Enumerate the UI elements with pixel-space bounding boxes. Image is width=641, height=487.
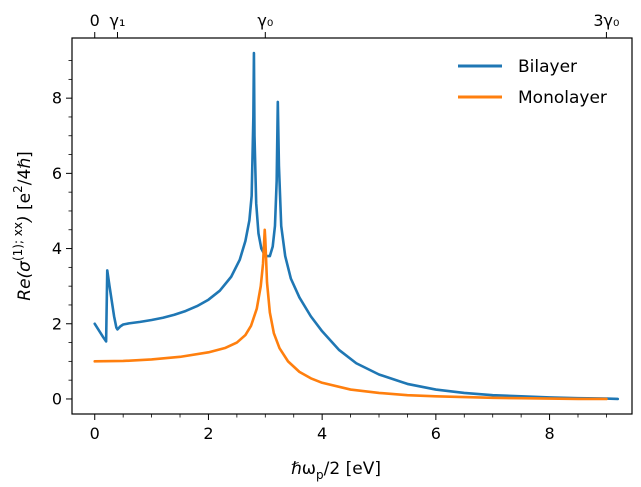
plot-frame <box>71 37 633 415</box>
y-tick-label: 2 <box>52 314 62 333</box>
legend: Bilayer Monolayer <box>458 57 607 108</box>
x-tick-label: 2 <box>203 424 213 443</box>
top-tick-label: γ₀ <box>257 11 273 30</box>
axes: 0 2 4 6 8 0 2 4 6 8 0 γ₁ γ₀ 3γ₀ <box>52 11 620 443</box>
x-tick-label: 6 <box>431 424 441 443</box>
top-tick-label: γ₁ <box>110 11 126 30</box>
y-tick-label: 0 <box>52 389 62 408</box>
top-tick-label: 0 <box>90 11 100 30</box>
y-tick-label: 8 <box>52 89 62 108</box>
y-tick-label: 6 <box>52 164 62 183</box>
y-tick-label: 4 <box>52 239 62 258</box>
x-tick-label: 8 <box>544 424 554 443</box>
x-axis-label: ℏωp/2 [eV] <box>291 459 381 482</box>
x-tick-label: 4 <box>317 424 327 443</box>
plot-area <box>93 51 620 401</box>
top-tick-label: 3γ₀ <box>593 11 619 30</box>
series-line-bilayer <box>93 51 620 401</box>
legend-label-bilayer: Bilayer <box>518 57 577 77</box>
series-line-monolayer <box>93 228 608 401</box>
x-tick-label: 0 <box>90 424 100 443</box>
legend-label-monolayer: Monolayer <box>518 88 607 108</box>
y-axis-label: Re(σ(1); xx) [e2/4ℏ] <box>11 151 35 300</box>
